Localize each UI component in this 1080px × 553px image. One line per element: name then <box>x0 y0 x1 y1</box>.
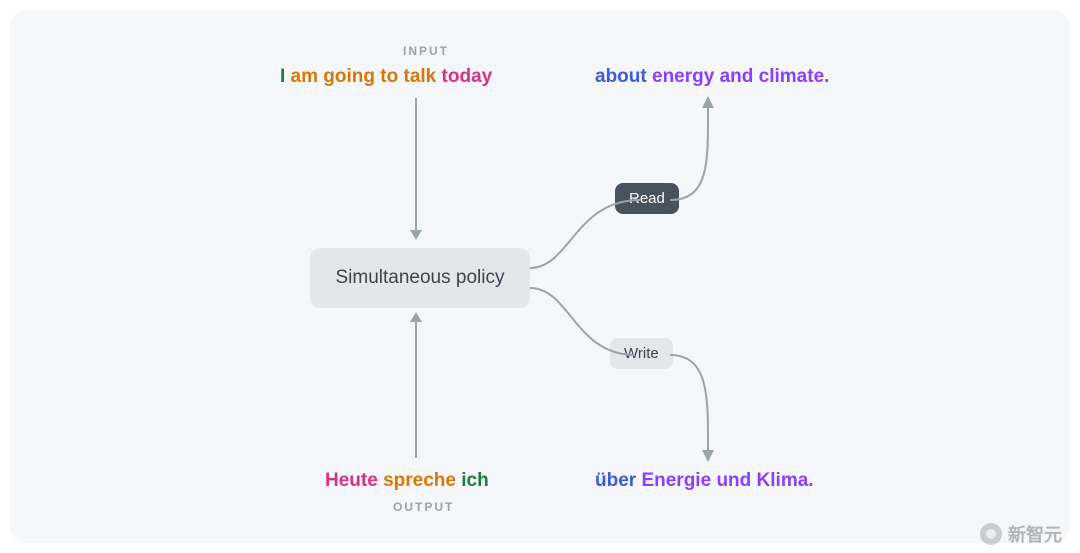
watermark-icon <box>980 523 1002 545</box>
edge-policy-write <box>10 10 1070 543</box>
diagram-canvas: INPUT I am going to talk today about ene… <box>10 10 1070 543</box>
watermark: 新智元 <box>980 521 1062 547</box>
watermark-text: 新智元 <box>1008 521 1062 547</box>
